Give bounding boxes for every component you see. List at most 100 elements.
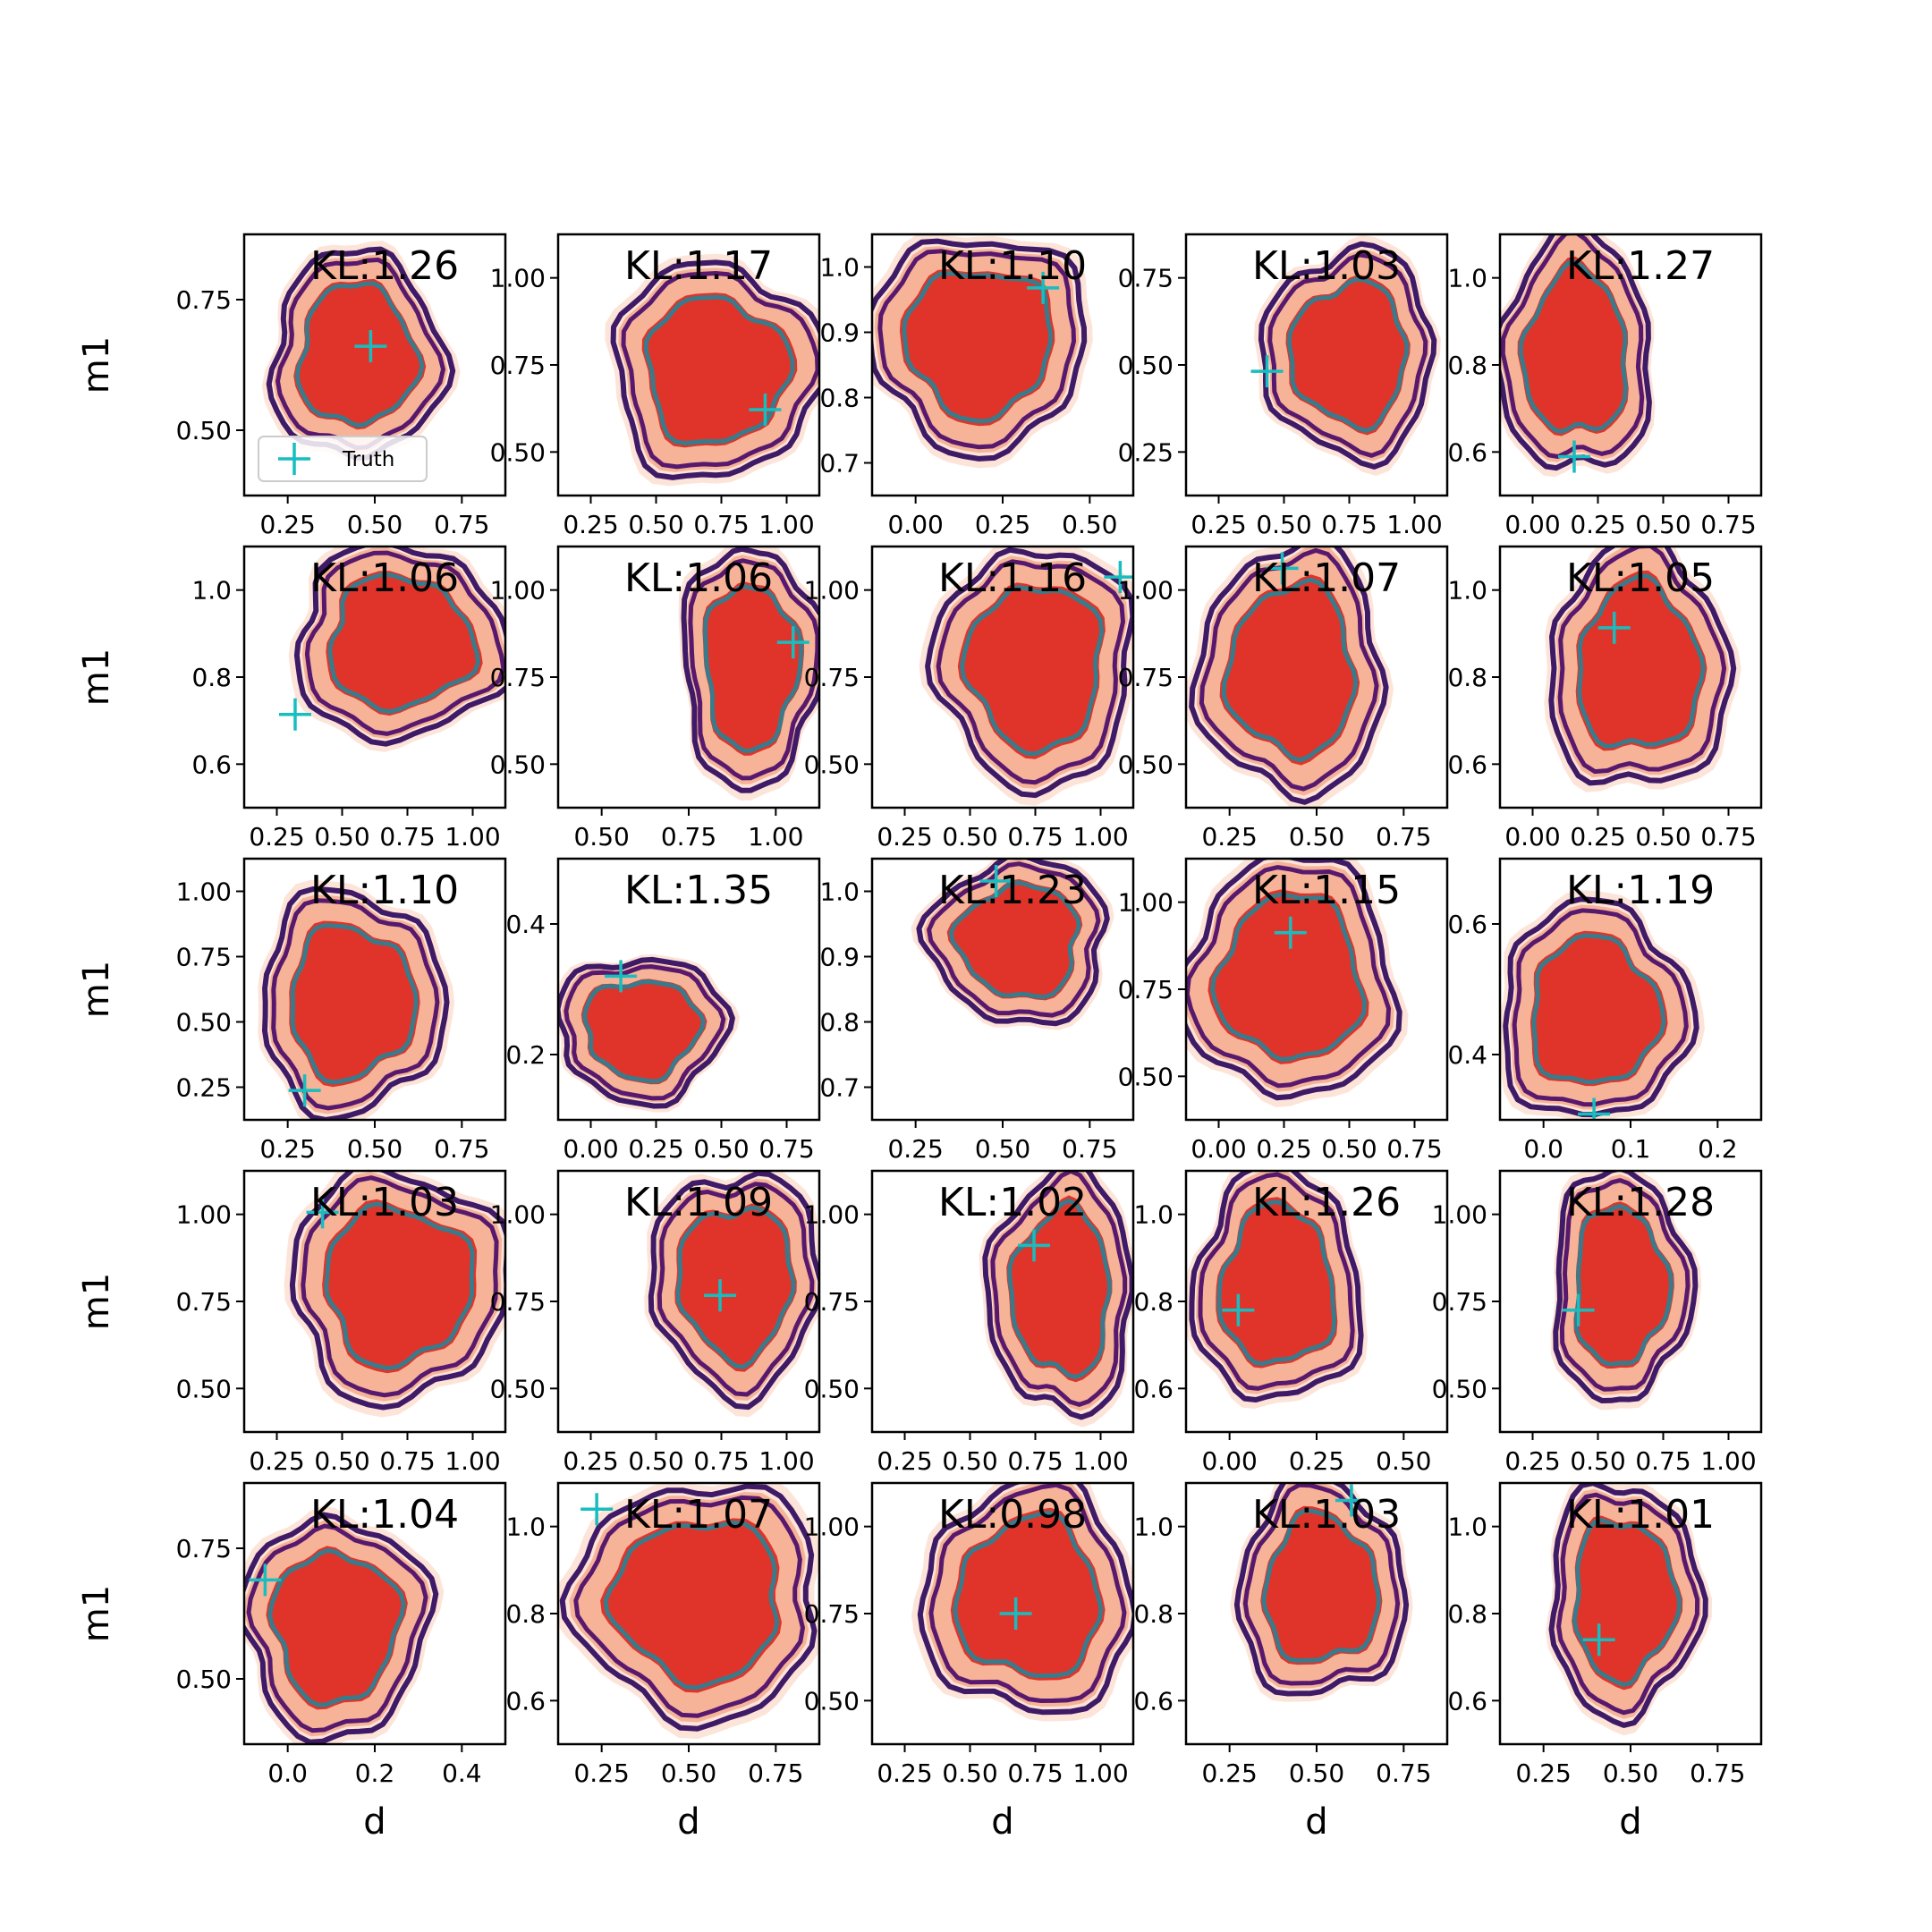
x-tick-label: 0.50 bbox=[1289, 1758, 1344, 1788]
y-tick-label: 0.7 bbox=[819, 1073, 860, 1103]
contour-line-mid bbox=[275, 258, 445, 451]
x-tick-label: 1.00 bbox=[1072, 822, 1128, 852]
y-tick-label: 1.00 bbox=[176, 877, 232, 907]
y-tick-label: 1.0 bbox=[505, 1513, 546, 1542]
x-tick-label: 0.25 bbox=[259, 1134, 315, 1164]
x-tick-label: 0.75 bbox=[1007, 822, 1063, 852]
contour-line-mid bbox=[301, 1175, 499, 1398]
density-fill-inner bbox=[1216, 1197, 1338, 1368]
y-tick-label: 1.00 bbox=[804, 576, 860, 606]
y-tick-label: 1.00 bbox=[804, 1513, 860, 1542]
density-fill-inner bbox=[950, 1507, 1106, 1681]
x-tick-label: 0.25 bbox=[628, 1134, 683, 1164]
x-tick-label: 0.25 bbox=[877, 1446, 932, 1476]
y-tick-label: 0.8 bbox=[1447, 351, 1487, 380]
subplot-16: 0.25 0.50 0.75 1.00 0.50 0.75 1.00 KL:1.03 m1 bbox=[76, 1169, 507, 1476]
kl-annotation: KL:1.07 bbox=[624, 1492, 773, 1538]
contour-line-outer bbox=[1500, 234, 1652, 471]
density-fill-inner bbox=[326, 571, 483, 716]
truth-marker bbox=[1557, 440, 1590, 473]
y-tick-label: 0.8 bbox=[1133, 1599, 1174, 1629]
contour-line-outer bbox=[610, 259, 819, 480]
x-tick-label: 0.25 bbox=[259, 510, 315, 539]
contour-line-inner bbox=[643, 294, 795, 446]
y-tick-label: 0.50 bbox=[1432, 1374, 1487, 1403]
x-tick-label: 0.75 bbox=[693, 1446, 749, 1476]
y-tick-label: 0.8 bbox=[1447, 1599, 1487, 1629]
y-tick-label: 1.00 bbox=[490, 264, 546, 293]
contour-line-mid bbox=[1267, 252, 1428, 458]
kl-annotation: KL:1.03 bbox=[1252, 243, 1401, 289]
contour-line-mid bbox=[1559, 1178, 1690, 1392]
truth-marker bbox=[1104, 561, 1133, 594]
subplot-24: 0.25 0.50 0.75 0.6 0.8 1.0 KL:1.03 d bbox=[1133, 1481, 1449, 1843]
x-tick-label: 0.50 bbox=[1635, 510, 1690, 539]
contour-line-inner bbox=[327, 572, 481, 715]
contour-line-outer bbox=[916, 859, 1110, 1027]
y-tick-label: 1.00 bbox=[490, 576, 546, 606]
x-tick-label: 1.00 bbox=[1700, 1446, 1756, 1476]
kl-annotation: KL:1.02 bbox=[938, 1180, 1087, 1225]
subplot-6: 0.25 0.50 0.75 1.00 0.6 0.8 1.0 KL:1.06 m1 bbox=[76, 545, 507, 852]
truth-marker bbox=[979, 865, 1013, 898]
contour-line-inner bbox=[702, 584, 804, 753]
subplot-21: 0.0 0.2 0.4 0.50 0.75 KL:1.04 m1 d bbox=[76, 1481, 507, 1843]
x-tick-label: 0.50 bbox=[314, 1446, 369, 1476]
kl-annotation: KL:1.16 bbox=[938, 555, 1087, 601]
x-tick-label: 0.25 bbox=[1256, 1134, 1311, 1164]
y-tick-label: 0.75 bbox=[804, 663, 860, 692]
x-tick-label: 0.0 bbox=[267, 1758, 308, 1788]
x-axis-label: d bbox=[1619, 1801, 1641, 1843]
y-tick-label: 1.0 bbox=[1447, 264, 1487, 293]
x-tick-label: 0.25 bbox=[877, 1758, 932, 1788]
y-tick-label: 0.75 bbox=[490, 351, 546, 380]
y-tick-label: 1.00 bbox=[1118, 576, 1174, 606]
truth-marker bbox=[306, 1196, 339, 1229]
contour-line-outer bbox=[917, 1483, 1133, 1716]
y-tick-label: 0.25 bbox=[1118, 437, 1174, 467]
y-tick-label: 0.75 bbox=[804, 1287, 860, 1317]
contour-line-mid bbox=[573, 1495, 805, 1718]
y-tick-label: 0.75 bbox=[1118, 975, 1174, 1004]
subplot-11: 0.25 0.50 0.75 0.25 0.50 0.75 1.00 KL:1.10 m1 bbox=[76, 857, 507, 1164]
subplot-9: 0.25 0.50 0.75 0.50 0.75 1.00 KL:1.07 bbox=[1118, 545, 1449, 852]
truth-marker bbox=[1274, 916, 1307, 949]
subplot-7: 0.50 0.75 1.00 0.50 0.75 1.00 KL:1.06 bbox=[490, 545, 821, 852]
legend: Truth bbox=[258, 436, 428, 482]
kl-annotation: KL:1.23 bbox=[938, 868, 1087, 913]
y-tick-label: 0.8 bbox=[1133, 1287, 1174, 1317]
subplot-10: 0.00 0.25 0.50 0.75 0.6 0.8 1.0 KL:1.05 bbox=[1447, 545, 1763, 852]
y-tick-label: 0.50 bbox=[490, 750, 546, 779]
truth-marker bbox=[1266, 552, 1299, 585]
y-tick-label: 1.0 bbox=[1133, 1200, 1174, 1230]
contour-line-mid bbox=[927, 861, 1101, 1018]
contour-line-mid bbox=[928, 1483, 1127, 1703]
kl-annotation: KL:1.06 bbox=[310, 555, 459, 601]
y-tick-label: 0.75 bbox=[490, 663, 546, 692]
subplot-22: 0.25 0.50 0.75 0.6 0.8 1.0 KL:1.07 d bbox=[505, 1481, 821, 1843]
contour-line-inner bbox=[603, 1521, 780, 1690]
y-tick-label: 0.6 bbox=[505, 1686, 546, 1716]
kl-annotation: KL:1.17 bbox=[624, 243, 773, 289]
density-fill-inner bbox=[1285, 275, 1411, 436]
x-tick-label: 0.50 bbox=[1062, 510, 1117, 539]
kl-annotation: KL:1.26 bbox=[310, 243, 459, 289]
x-tick-label: 0.50 bbox=[1289, 822, 1344, 852]
x-tick-label: 0.75 bbox=[758, 1134, 814, 1164]
contour-line-inner bbox=[960, 584, 1105, 757]
y-tick-label: 0.9 bbox=[819, 318, 860, 348]
subplot-18: 0.25 0.50 0.75 1.00 0.50 0.75 1.00 KL:1.02 bbox=[804, 1169, 1135, 1476]
y-axis-label: m1 bbox=[76, 648, 117, 706]
contour-line-inner bbox=[902, 271, 1054, 424]
y-tick-label: 0.8 bbox=[191, 663, 232, 692]
kl-annotation: KL:1.10 bbox=[310, 868, 459, 913]
x-tick-label: 0.75 bbox=[379, 822, 435, 852]
x-tick-label: 0.4 bbox=[442, 1758, 482, 1788]
legend-truth-marker bbox=[278, 443, 310, 475]
density-fill-inner bbox=[702, 581, 804, 756]
subplot-20: 0.25 0.50 0.75 1.00 0.50 0.75 1.00 KL:1.28 bbox=[1432, 1169, 1763, 1476]
contour-line-outer bbox=[559, 1483, 818, 1732]
y-tick-label: 1.0 bbox=[819, 253, 860, 283]
y-tick-label: 0.50 bbox=[176, 416, 232, 445]
